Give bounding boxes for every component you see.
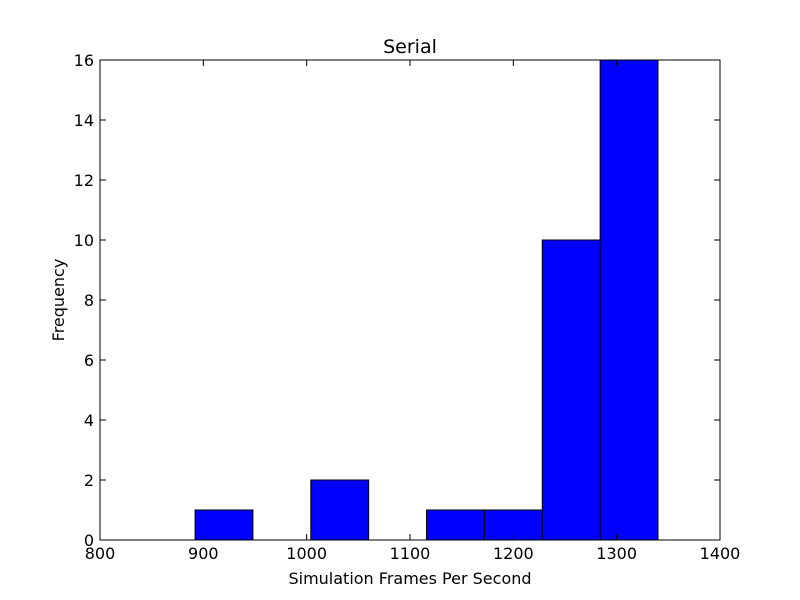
x-tick-label-4: 1200 <box>493 544 534 563</box>
x-tick-label-3: 1100 <box>390 544 431 563</box>
bars-group <box>194 59 659 541</box>
histogram-bar-0 <box>194 509 254 541</box>
y-axis-label: Frequency <box>49 259 68 342</box>
y-tick-label-0: 0 <box>84 531 94 550</box>
y-tick-label-5: 10 <box>74 231 94 250</box>
y-tick-label-4: 8 <box>84 291 94 310</box>
x-tick-label-0: 800 <box>85 544 116 563</box>
y-tick-label-7: 14 <box>74 111 94 130</box>
plot-frame <box>99 59 721 541</box>
y-tick-label-8: 16 <box>74 51 94 70</box>
histogram-bar-7 <box>599 59 659 541</box>
x-tick-label-1: 900 <box>188 544 219 563</box>
y-tick-label-2: 4 <box>84 411 94 430</box>
x-tick-label-6: 1400 <box>700 544 741 563</box>
ticks-group: 800 900 1000 1100 1200 1300 1400 0 2 4 6 8 10 12 14 16 <box>74 51 741 563</box>
x-axis-label: Simulation Frames Per Second <box>288 569 531 588</box>
x-tick-label-5: 1300 <box>596 544 637 563</box>
histogram-bar-6 <box>541 239 601 541</box>
chart-title: Serial <box>383 36 437 58</box>
x-tick-label-2: 1000 <box>286 544 327 563</box>
histogram-bar-4 <box>426 509 485 541</box>
y-tick-label-6: 12 <box>74 171 94 190</box>
histogram-bar-2 <box>310 479 370 541</box>
y-tick-label-1: 2 <box>84 471 94 490</box>
y-tick-label-3: 6 <box>84 351 94 370</box>
